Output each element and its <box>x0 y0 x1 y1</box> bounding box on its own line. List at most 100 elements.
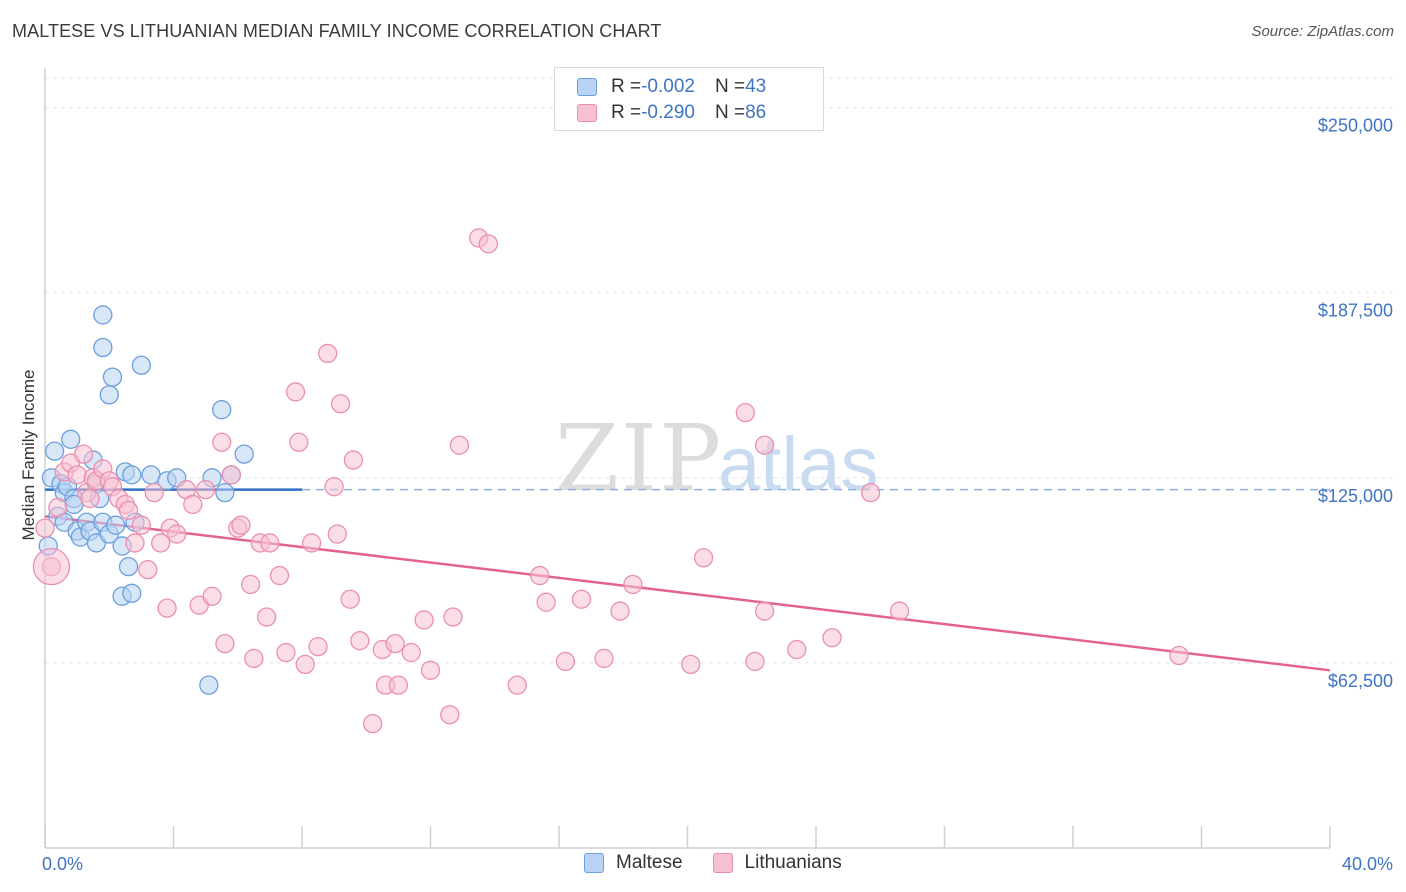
lithuanians-label: Lithuanians <box>744 852 842 873</box>
legend-n-value: 86 <box>745 102 767 123</box>
legend-n-label: N = <box>714 102 746 123</box>
lithuanians-point <box>221 465 241 485</box>
lithuanians-point <box>401 642 421 663</box>
legend-n-label: N = <box>714 76 746 97</box>
lithuanians-point <box>231 515 251 535</box>
lithuanians-point <box>244 648 264 669</box>
maltese-point <box>122 465 142 485</box>
lithuanians-point <box>889 601 910 621</box>
x-tick-label: 0.0% <box>42 854 83 874</box>
legend-r-value: -0.002 <box>641 76 695 97</box>
maltese-point <box>61 429 81 449</box>
maltese-swatch <box>584 853 604 873</box>
lithuanians-point <box>363 713 383 734</box>
maltese-point <box>141 465 161 485</box>
lithuanians-point <box>118 500 139 521</box>
watermark-zip: ZIP <box>555 405 723 512</box>
source-label: Source: ZipAtlas.com <box>1251 23 1394 40</box>
gridlines <box>45 77 1395 664</box>
lithuanians-point <box>440 705 460 725</box>
lithuanians-trend-line <box>44 515 1331 672</box>
lithuanians-point <box>157 598 177 618</box>
lithuanians-point <box>693 548 714 568</box>
lithuanians-point <box>289 432 309 452</box>
lithuanians-point <box>735 403 755 423</box>
lithuanians-point <box>150 533 171 553</box>
lithuanians-point <box>555 651 576 672</box>
chart-title: MALTESE VS LITHUANIAN MEDIAN FAMILY INCO… <box>12 21 662 41</box>
lithuanians-point <box>212 432 232 452</box>
lithuanians-point <box>787 639 807 660</box>
lithuanians-point <box>35 518 55 538</box>
y-tick-label: $187,500 <box>1318 301 1393 321</box>
lithuanians-points <box>32 228 1189 734</box>
lithuanians-point <box>48 497 68 518</box>
legend-item-maltese[interactable]: Maltese <box>584 852 683 874</box>
maltese-point <box>93 337 113 358</box>
lithuanians-point <box>530 565 550 586</box>
legend-swatch-pink <box>577 104 597 122</box>
lithuanians-point <box>388 675 409 695</box>
maltese-point <box>93 305 113 325</box>
lithuanians-point <box>215 634 235 654</box>
lithuanians-point <box>343 450 364 470</box>
lithuanians-point <box>167 524 187 544</box>
lithuanians-point <box>80 488 100 509</box>
maltese-point <box>131 355 152 375</box>
lithuanians-point <box>276 642 296 663</box>
maltese-point <box>122 583 142 603</box>
lithuanians-point <box>318 343 338 364</box>
legend-r-label: R = <box>611 76 642 97</box>
lithuanians-point <box>183 494 203 515</box>
legend-row-maltese: R = -0.002 N = 43 <box>577 75 766 99</box>
maltese-point <box>234 444 254 464</box>
lithuanians-point <box>260 533 280 553</box>
legend-swatch-blue <box>577 78 597 96</box>
lithuanians-point <box>131 515 152 535</box>
lithuanians-point <box>754 601 775 621</box>
lithuanians-point-large <box>32 548 71 586</box>
lithuanians-point <box>681 654 701 675</box>
legend-item-lithuanians[interactable]: Lithuanians <box>712 852 842 874</box>
lithuanians-point <box>125 533 145 553</box>
lithuanians-point <box>623 574 643 595</box>
lithuanians-point <box>745 651 765 672</box>
series-legend: Maltese Lithuanians <box>584 852 872 874</box>
legend-r-label: R = <box>611 102 642 123</box>
maltese-point <box>102 367 123 387</box>
lithuanians-point <box>144 482 164 503</box>
lithuanians-point <box>324 477 344 497</box>
y-tick-label: $125,000 <box>1318 486 1393 506</box>
maltese-point <box>215 482 235 503</box>
lithuanians-point <box>860 482 881 503</box>
legend-n-value: 43 <box>745 76 767 97</box>
lithuanians-point <box>295 654 315 675</box>
correlation-legend: R = -0.002 N = 43 R = -0.290 N = 86 <box>554 67 824 131</box>
legend-row-lithuanians: R = -0.290 N = 86 <box>577 101 766 125</box>
lithuanians-point <box>385 634 405 654</box>
lithuanians-point <box>73 444 94 464</box>
lithuanians-point <box>257 607 277 627</box>
lithuanians-point <box>1169 645 1189 666</box>
lithuanians-point <box>330 394 351 414</box>
lithuanians-point <box>507 675 527 695</box>
maltese-point <box>199 675 219 695</box>
maltese-point <box>212 400 232 420</box>
lithuanians-point <box>269 565 290 586</box>
lithuanians-point <box>822 628 842 648</box>
lithuanians-point <box>420 660 441 680</box>
lithuanians-point <box>240 574 261 595</box>
maltese-point <box>44 441 65 461</box>
lithuanians-point <box>340 589 360 609</box>
lithuanians-point <box>754 435 775 455</box>
maltese-label: Maltese <box>616 852 683 873</box>
lithuanians-point <box>449 435 470 455</box>
lithuanians-point <box>138 559 158 580</box>
watermark-atlas: atlas <box>718 422 879 507</box>
lithuanians-point <box>285 382 306 402</box>
lithuanians-point <box>443 607 463 627</box>
watermark: ZIP atlas <box>555 405 879 512</box>
maltese-point <box>106 515 126 535</box>
lithuanians-point <box>536 592 556 612</box>
